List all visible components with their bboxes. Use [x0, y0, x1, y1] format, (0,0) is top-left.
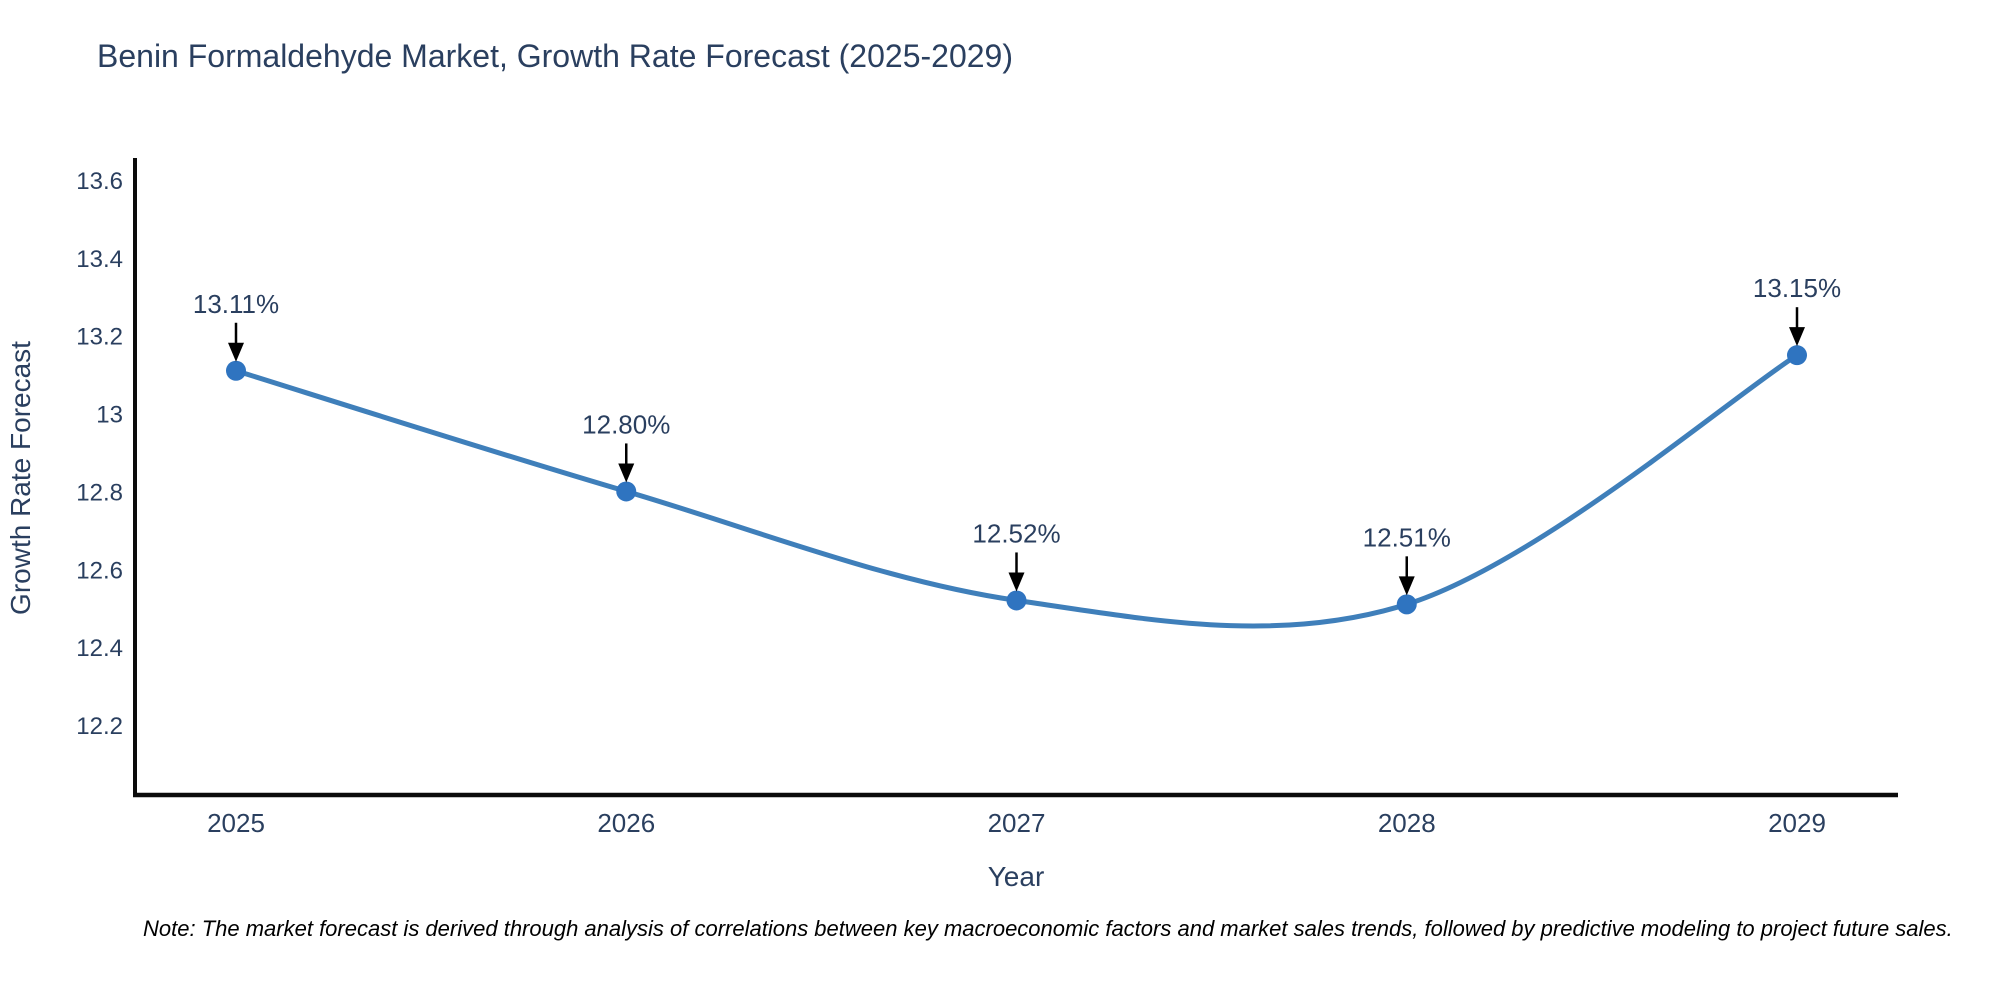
point-value-label: 12.52%	[972, 518, 1060, 548]
data-point-2028[interactable]	[1396, 594, 1417, 615]
x-tick-label-2027: 2027	[988, 808, 1046, 838]
y-tick-label: 13.2	[76, 324, 123, 351]
y-tick-label: 13	[96, 402, 123, 429]
y-tick-label: 13.4	[76, 246, 123, 273]
data-point-2029[interactable]	[1787, 345, 1807, 366]
chart-title: Benin Formaldehyde Market, Growth Rate F…	[97, 38, 1013, 74]
data-point-2027[interactable]	[1006, 590, 1027, 611]
x-tick-label-2028: 2028	[1378, 808, 1436, 838]
annotation-arrow-head	[1398, 576, 1415, 596]
y-tick-label: 13.6	[76, 168, 123, 195]
point-value-label: 13.11%	[193, 289, 279, 319]
y-tick-label: 12.8	[76, 479, 123, 506]
point-value-label: 12.80%	[582, 409, 670, 439]
footnote: Note: The market forecast is derived thr…	[143, 916, 1953, 941]
y-tick-label: 12.2	[76, 713, 123, 740]
annotation-arrow-head	[228, 342, 244, 362]
data-point-2025[interactable]	[226, 360, 246, 381]
y-tick-label: 12.6	[76, 557, 123, 584]
x-tick-label-2026: 2026	[597, 808, 655, 838]
y-tick-label: 12.4	[76, 635, 123, 662]
point-value-label: 13.15%	[1753, 273, 1841, 303]
plot-area: 12.2 12.4 12.6 12.8 13 13.2 13.4 13.6 2025 2026 20…	[76, 168, 1841, 838]
point-value-label: 12.51%	[1363, 522, 1451, 552]
annotation-arrow-head	[1789, 327, 1805, 347]
annotation-arrow-head	[1008, 572, 1025, 592]
x-tick-label-2029: 2029	[1768, 808, 1826, 838]
data-point-2026[interactable]	[616, 481, 637, 502]
x-axis-title: Year	[988, 861, 1045, 892]
x-tick-label-2025: 2025	[207, 808, 265, 838]
y-axis-title: Growth Rate Forecast	[5, 341, 36, 615]
annotation-arrow-head	[618, 463, 635, 483]
